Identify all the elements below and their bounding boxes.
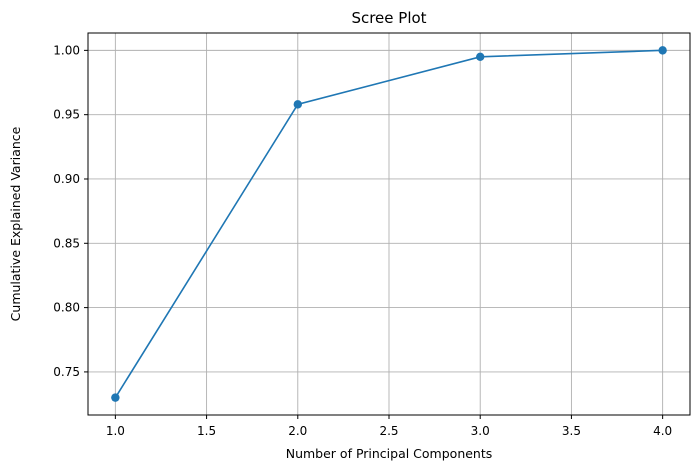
y-tick-label: 0.75	[53, 365, 80, 379]
x-tick-label: 2.5	[379, 424, 398, 438]
x-tick-label: 3.0	[471, 424, 490, 438]
axis-ticks: 1.0 1.5 2.0 2.5 3.0 3.5 4.0 0.75 0.80 0.85 0.90 0.9…	[53, 43, 672, 438]
data-point	[476, 52, 485, 61]
y-tick-label: 0.85	[53, 236, 80, 250]
y-tick-label: 0.80	[53, 301, 80, 315]
x-tick-label: 4.0	[653, 424, 672, 438]
y-tick-label: 0.90	[53, 172, 80, 186]
x-tick-label: 2.0	[288, 424, 307, 438]
data-series	[111, 46, 667, 402]
series-line	[114, 49, 663, 399]
x-tick-label: 3.5	[562, 424, 581, 438]
grid-lines	[88, 33, 690, 415]
x-tick-label: 1.5	[197, 424, 216, 438]
data-point	[293, 100, 302, 109]
x-axis-label: Number of Principal Components	[286, 446, 493, 461]
y-tick-label: 0.95	[53, 108, 80, 122]
y-tick-label: 1.00	[53, 43, 80, 57]
y-axis-label: Cumulative Explained Variance	[8, 126, 23, 321]
x-tick-label: 1.0	[106, 424, 125, 438]
chart-title: Scree Plot	[351, 9, 426, 27]
data-point	[111, 393, 120, 402]
data-point	[658, 46, 667, 55]
